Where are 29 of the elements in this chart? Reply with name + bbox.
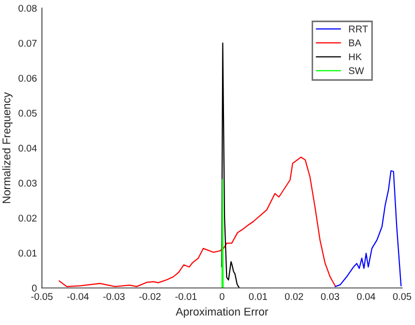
x-tick-label: 0.04 [357, 293, 376, 300]
line-series [58, 156, 336, 288]
legend-label: RRT [349, 26, 368, 32]
x-tick-label: -0.02 [139, 293, 161, 300]
legend-label: SW [348, 67, 364, 74]
x-tick-label: -0.01 [175, 293, 197, 300]
x-tick-label: -0.04 [67, 293, 89, 300]
y-tick-label: 0.06 [18, 74, 37, 82]
x-axis-title: Aproximation Error [176, 307, 268, 318]
y-tick-label: 0.05 [18, 110, 37, 117]
y-tick-label: 0.02 [18, 214, 37, 222]
x-tick-label: 0.03 [321, 293, 340, 300]
y-axis-title: Normalized Frequency [2, 92, 13, 204]
x-tick-label: 0.02 [284, 293, 304, 300]
y-tick-label: 0.01 [18, 250, 37, 257]
y-tick-label: 0.03 [18, 180, 37, 187]
y-tick-label: 0.07 [18, 40, 37, 47]
y-tick-label: 0.08 [18, 4, 37, 12]
line-series [221, 42, 240, 288]
legend-label: HK [349, 53, 362, 60]
x-tick-label: -0.05 [31, 293, 53, 300]
y-tick-label: 0.04 [18, 144, 37, 152]
x-tick-label: 0.01 [248, 293, 268, 300]
line-series [334, 170, 402, 288]
legend-label: BA [349, 40, 362, 46]
x-tick-label: 0.05 [393, 293, 412, 300]
y-tick-label: 0 [32, 284, 37, 292]
x-tick-label: -0.03 [103, 293, 125, 300]
x-tick-label: 0 [220, 293, 224, 300]
